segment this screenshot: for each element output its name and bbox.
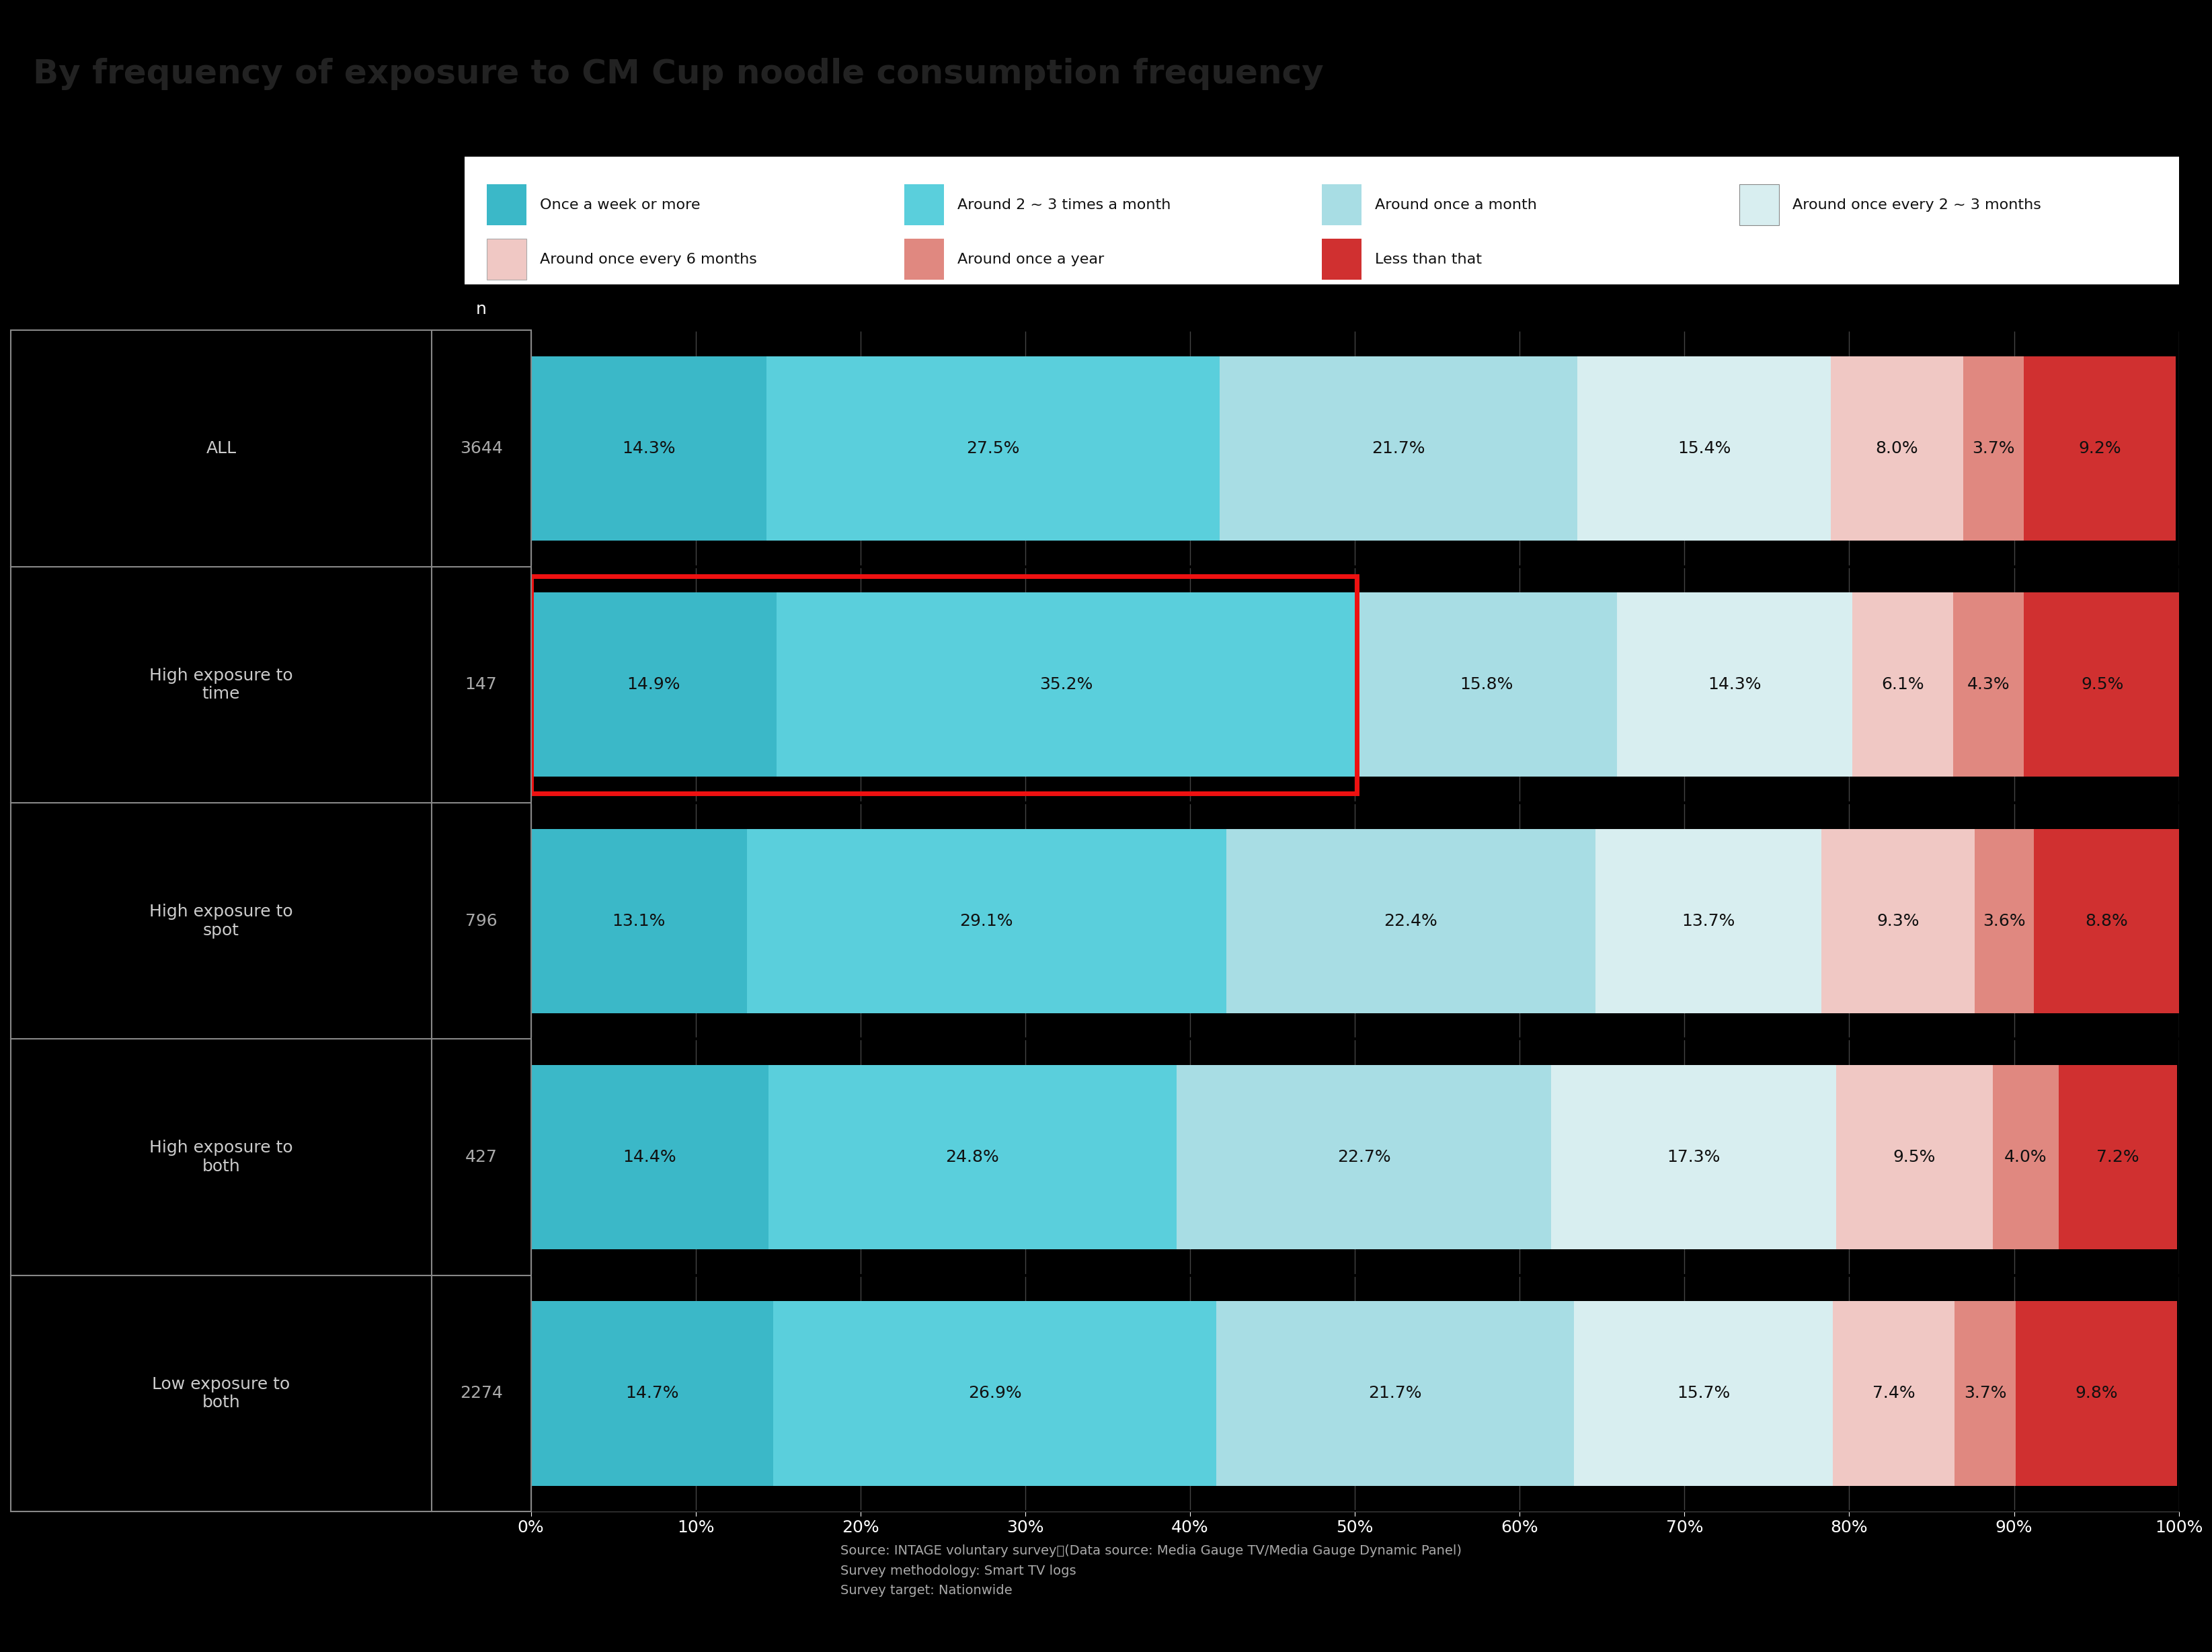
Bar [1832, 357, 1962, 540]
Text: 26.9%: 26.9% [969, 1386, 1022, 1401]
Text: High exposure to
spot: High exposure to spot [150, 904, 292, 938]
Bar [2033, 829, 2179, 1013]
Text: 8.8%: 8.8% [2086, 914, 2128, 928]
Text: High exposure to
time: High exposure to time [150, 667, 292, 702]
Bar [2024, 357, 2177, 540]
Bar [531, 357, 768, 540]
Bar [1575, 1302, 1834, 1485]
Text: By frequency of exposure to CM Cup noodle consumption frequency: By frequency of exposure to CM Cup noodl… [33, 58, 1325, 91]
Text: 9.5%: 9.5% [1893, 1150, 1936, 1165]
Text: 13.1%: 13.1% [613, 914, 666, 928]
Bar [2015, 1302, 2177, 1485]
Bar [1962, 357, 2024, 540]
Bar [1851, 593, 1953, 776]
Bar [1177, 1066, 1551, 1249]
Text: 147: 147 [465, 677, 498, 692]
Bar [1595, 829, 1820, 1013]
Text: 4.3%: 4.3% [1966, 677, 2011, 692]
Text: 427: 427 [465, 1150, 498, 1165]
Text: 9.3%: 9.3% [1876, 914, 1920, 928]
Text: 7.4%: 7.4% [1871, 1386, 1916, 1401]
Text: Source: INTAGE voluntary survey　(Data source: Media Gauge TV/Media Gauge Dynamic: Source: INTAGE voluntary survey (Data so… [841, 1545, 1462, 1597]
Text: 21.7%: 21.7% [1371, 441, 1425, 456]
Bar [774, 1302, 1217, 1485]
Text: 9.8%: 9.8% [2075, 1386, 2117, 1401]
Text: 35.2%: 35.2% [1040, 677, 1093, 692]
Bar [1993, 1066, 2059, 1249]
Text: 17.3%: 17.3% [1668, 1150, 1721, 1165]
Text: 2274: 2274 [460, 1386, 502, 1401]
Bar [748, 829, 1225, 1013]
Text: n: n [476, 301, 487, 317]
Bar [776, 593, 1356, 776]
Bar [1953, 593, 2024, 776]
Text: Around once every 2 ~ 3 months: Around once every 2 ~ 3 months [1792, 198, 2042, 211]
Bar [1356, 593, 1617, 776]
Text: 796: 796 [465, 914, 498, 928]
Text: Around once a month: Around once a month [1376, 198, 1537, 211]
Text: 13.7%: 13.7% [1681, 914, 1734, 928]
Bar [1836, 1066, 1993, 1249]
Text: 14.9%: 14.9% [626, 677, 681, 692]
Text: 3.6%: 3.6% [1982, 914, 2026, 928]
Text: 9.2%: 9.2% [2079, 441, 2121, 456]
Text: 29.1%: 29.1% [960, 914, 1013, 928]
Bar [2024, 593, 2181, 776]
Bar [531, 1302, 774, 1485]
Text: 14.3%: 14.3% [1708, 677, 1761, 692]
Text: 4.0%: 4.0% [2004, 1150, 2046, 1165]
Bar [1617, 593, 1851, 776]
Text: Around once every 6 months: Around once every 6 months [540, 253, 757, 266]
Text: 3644: 3644 [460, 441, 502, 456]
Text: 14.4%: 14.4% [624, 1150, 677, 1165]
Text: 22.7%: 22.7% [1336, 1150, 1391, 1165]
Text: 3.7%: 3.7% [1964, 1386, 2006, 1401]
Text: Around once a year: Around once a year [958, 253, 1104, 266]
Bar [1551, 1066, 1836, 1249]
Bar [1225, 829, 1595, 1013]
Bar [1219, 357, 1577, 540]
Text: 3.7%: 3.7% [1973, 441, 2015, 456]
Text: 14.7%: 14.7% [626, 1386, 679, 1401]
Text: 21.7%: 21.7% [1369, 1386, 1422, 1401]
Text: 22.4%: 22.4% [1385, 914, 1438, 928]
Bar [531, 593, 776, 776]
Text: Less than that: Less than that [1376, 253, 1482, 266]
Text: 9.5%: 9.5% [2081, 677, 2124, 692]
Text: 8.0%: 8.0% [1876, 441, 1918, 456]
Text: Around 2 ~ 3 times a month: Around 2 ~ 3 times a month [958, 198, 1170, 211]
Bar [531, 1066, 768, 1249]
Text: Low exposure to
both: Low exposure to both [153, 1376, 290, 1411]
Bar [1955, 1302, 2015, 1485]
Bar [2059, 1066, 2177, 1249]
Text: 27.5%: 27.5% [967, 441, 1020, 456]
Text: 15.4%: 15.4% [1677, 441, 1732, 456]
Bar [1217, 1302, 1575, 1485]
Bar [1834, 1302, 1955, 1485]
Bar [1820, 829, 1975, 1013]
Text: Once a week or more: Once a week or more [540, 198, 699, 211]
Bar [1975, 829, 2033, 1013]
Text: 7.2%: 7.2% [2097, 1150, 2139, 1165]
Text: 15.7%: 15.7% [1677, 1386, 1730, 1401]
Text: 24.8%: 24.8% [947, 1150, 1000, 1165]
Bar [768, 1066, 1177, 1249]
Text: 15.8%: 15.8% [1460, 677, 1513, 692]
Text: 6.1%: 6.1% [1882, 677, 1924, 692]
Text: High exposure to
both: High exposure to both [150, 1140, 292, 1175]
Bar [531, 829, 748, 1013]
Text: ALL: ALL [206, 441, 237, 456]
Text: 14.3%: 14.3% [622, 441, 675, 456]
Bar [768, 357, 1219, 540]
Bar [1577, 357, 1832, 540]
